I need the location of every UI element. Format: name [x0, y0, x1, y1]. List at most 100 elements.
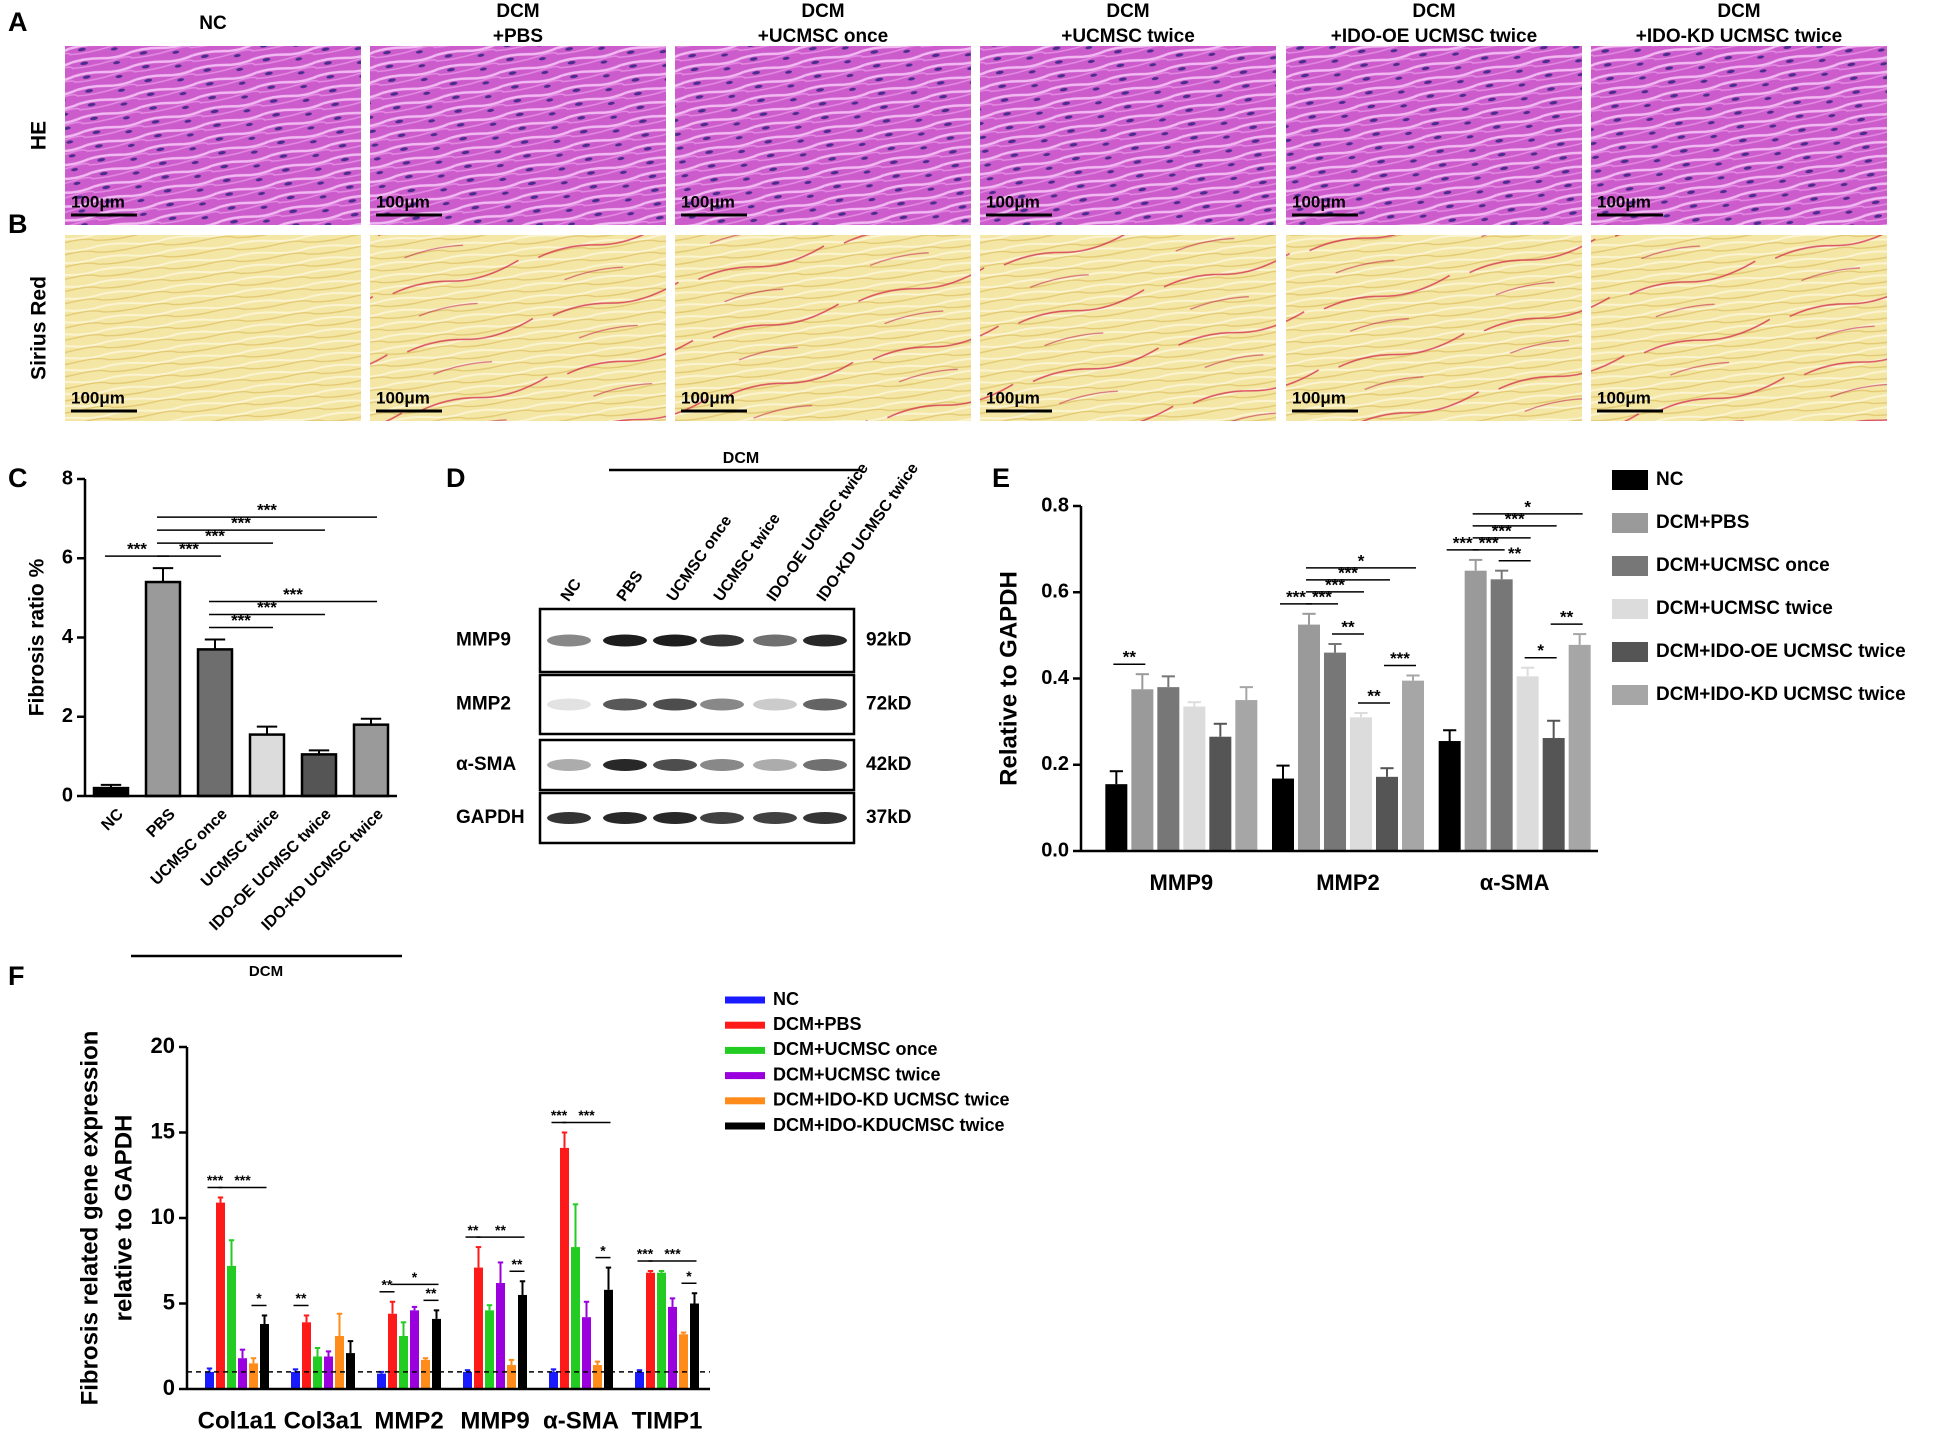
significance-label: ***: [207, 1172, 224, 1188]
column-header: +UCMSC twice: [1061, 26, 1195, 47]
scale-bar-label: 100μm: [1597, 192, 1651, 211]
bar: [1105, 784, 1128, 851]
scale-bar-label: 100μm: [376, 192, 430, 211]
y-tick-label: 0.4: [1041, 667, 1070, 689]
bar: [635, 1371, 644, 1389]
bar: [388, 1313, 397, 1389]
bar: [1490, 579, 1513, 851]
y-tick-label: 2: [62, 705, 73, 727]
legend-label: DCM+UCMSC once: [773, 1039, 938, 1059]
collagen-stain: [675, 235, 971, 421]
significance-label: ***: [1390, 649, 1410, 668]
significance-label: ***: [231, 514, 251, 533]
bar: [205, 1371, 214, 1389]
protein-label: GAPDH: [456, 807, 525, 828]
bar: [1235, 700, 1258, 851]
bar: [377, 1373, 386, 1389]
scale-bar-label: 100μm: [986, 388, 1040, 407]
legend-swatch: [1612, 513, 1648, 533]
band: [700, 759, 744, 771]
bar: [668, 1306, 677, 1389]
band: [547, 812, 591, 824]
scale-bar-label: 100μm: [681, 388, 735, 407]
y-tick-label: 0: [163, 1375, 175, 1400]
bar: [432, 1318, 441, 1389]
bar: [1324, 652, 1346, 851]
x-tick-label: α-SMA: [1480, 870, 1550, 895]
significance-label: ***: [127, 540, 147, 559]
micrograph: [65, 46, 361, 225]
bar: [690, 1303, 699, 1389]
panel-letter: B: [8, 209, 28, 239]
significance-label: **: [426, 1285, 437, 1301]
scale-bar-label: 100μm: [1597, 388, 1651, 407]
bar: [1402, 680, 1424, 851]
column-header: +UCMSC once: [758, 26, 888, 47]
significance-label: **: [512, 1256, 523, 1272]
bar: [399, 1335, 408, 1389]
y-tick-label: 0.2: [1041, 753, 1069, 775]
legend-swatch: [1612, 642, 1648, 662]
legend-swatch: [725, 996, 765, 1004]
band: [603, 698, 647, 711]
legend-swatch: [1612, 470, 1648, 490]
y-axis-label: Fibrosis related gene expression: [76, 1031, 103, 1406]
bar: [1183, 706, 1206, 851]
band: [603, 759, 647, 771]
band: [753, 634, 797, 647]
significance-label: *: [1358, 551, 1365, 570]
y-axis-label: Relative to GAPDH: [995, 571, 1022, 786]
band: [753, 698, 797, 711]
size-label: 72kD: [866, 694, 911, 715]
y-axis-label: Fibrosis ratio %: [26, 558, 49, 716]
significance-label: ***: [551, 1107, 568, 1123]
legend-label: DCM+UCMSC twice: [1656, 598, 1833, 619]
band: [700, 698, 744, 711]
significance-label: *: [1524, 497, 1531, 516]
significance-label: ***: [205, 527, 225, 546]
panel-letter: C: [8, 463, 28, 493]
band: [603, 812, 647, 824]
panel-letter: D: [446, 463, 466, 493]
bar: [560, 1147, 569, 1389]
bar: [238, 1358, 247, 1389]
significance-label: ***: [234, 1172, 251, 1188]
y-tick-label: 5: [163, 1289, 175, 1314]
panel-letter: E: [992, 463, 1010, 493]
bar: [1438, 741, 1461, 851]
significance-label: **: [468, 1222, 479, 1238]
bar: [302, 1322, 311, 1389]
protein-label: α-SMA: [456, 754, 517, 775]
bar: [1568, 644, 1591, 851]
bar: [291, 1371, 300, 1389]
significance-label: ***: [231, 611, 251, 630]
significance-label: ***: [1286, 587, 1306, 606]
y-tick-label: 8: [62, 467, 73, 489]
column-header: +PBS: [493, 26, 543, 47]
legend-label: DCM+IDO-KD UCMSC twice: [1656, 684, 1906, 705]
collagen-stain: [1591, 235, 1887, 421]
band: [803, 634, 847, 647]
band: [653, 634, 697, 647]
significance-label: *: [686, 1268, 692, 1284]
micrograph: [675, 46, 971, 225]
band: [700, 634, 744, 647]
legend-swatch: [725, 1072, 765, 1080]
significance-label: *: [412, 1269, 418, 1285]
legend-swatch: [725, 1046, 765, 1054]
legend-label: DCM+IDO-KDUCMSC twice: [773, 1115, 1005, 1135]
bar: [1272, 778, 1294, 851]
bar: [300, 753, 338, 798]
row-label: Sirius Red: [28, 276, 51, 380]
significance-label: ***: [1453, 533, 1473, 552]
column-header: DCM: [496, 1, 539, 22]
collagen-stain: [1286, 235, 1582, 421]
significance-label: ***: [664, 1246, 681, 1262]
band: [803, 812, 847, 824]
band: [753, 812, 797, 824]
significance-label: **: [1560, 608, 1574, 627]
significance-label: *: [1537, 641, 1544, 660]
scale-bar-label: 100μm: [1292, 192, 1346, 211]
bar: [248, 733, 286, 798]
bar: [474, 1267, 483, 1389]
